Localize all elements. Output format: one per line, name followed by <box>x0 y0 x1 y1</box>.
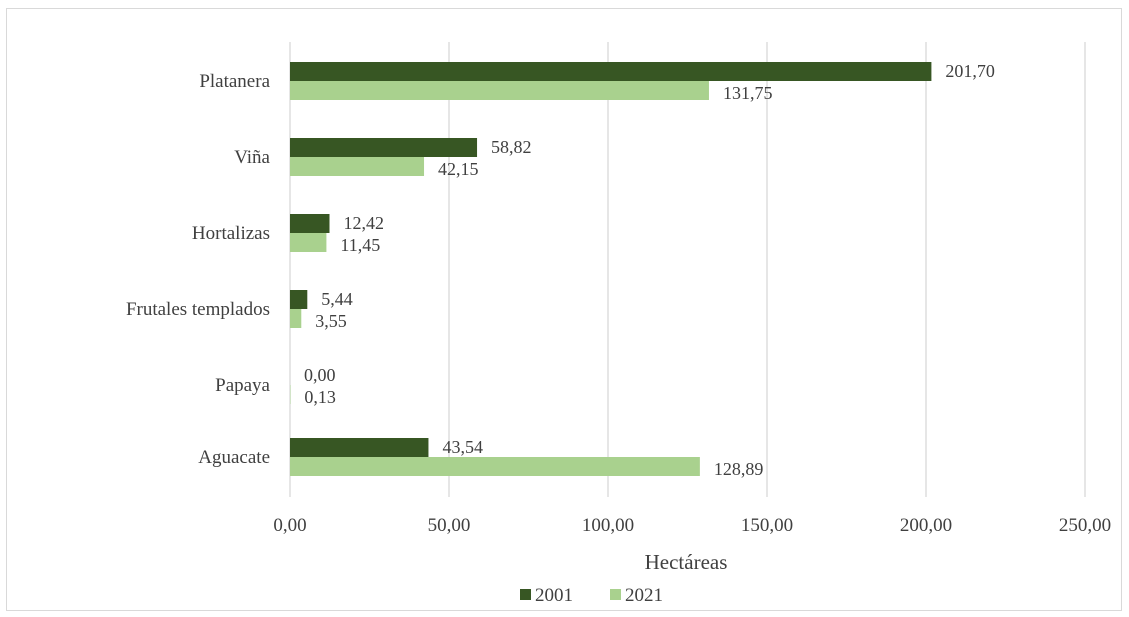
x-tick-labels: 0,00 50,00 100,00 150,00 200,00 250,00 <box>273 515 1111 536</box>
x-axis-title: Hectáreas <box>645 550 728 574</box>
bars <box>290 62 932 476</box>
bar-2001 <box>290 62 932 81</box>
category-labels: Platanera Viña Hortalizas Frutales templado… <box>126 71 271 468</box>
data-label-2021: 0,13 <box>304 387 336 407</box>
bar-2001 <box>290 214 330 233</box>
bar-2001 <box>290 138 478 157</box>
data-label-2001: 201,70 <box>945 61 995 81</box>
legend-label-2001: 2001 <box>535 585 573 606</box>
x-tick-label: 50,00 <box>428 515 471 536</box>
data-label-2001: 43,54 <box>442 437 483 457</box>
x-tick-label: 250,00 <box>1059 515 1111 536</box>
legend: 2001 2021 <box>520 585 663 606</box>
data-label-2021: 42,15 <box>438 159 479 179</box>
bar-2021 <box>290 157 425 176</box>
bar-2001 <box>290 290 308 309</box>
category-label: Papaya <box>215 375 270 396</box>
data-label-2001: 58,82 <box>491 137 532 157</box>
data-label-2001: 0,00 <box>304 365 336 385</box>
x-tick-label: 200,00 <box>900 515 952 536</box>
category-label: Hortalizas <box>192 223 270 244</box>
gridlines <box>289 42 1086 497</box>
legend-swatch-2021 <box>610 589 621 600</box>
bar-2021 <box>290 309 302 328</box>
category-label: Aguacate <box>198 447 270 468</box>
x-tick-label: 0,00 <box>273 515 306 536</box>
data-label-2001: 5,44 <box>321 289 353 309</box>
data-label-2001: 12,42 <box>343 213 384 233</box>
category-label: Frutales templados <box>126 299 270 320</box>
data-label-2021: 128,89 <box>714 459 764 479</box>
x-tick-label: 150,00 <box>741 515 793 536</box>
legend-swatch-2001 <box>520 589 531 600</box>
bar-2021 <box>290 457 700 476</box>
chart-frame <box>6 8 1122 611</box>
legend-label-2021: 2021 <box>625 585 663 606</box>
bar-2001 <box>290 438 429 457</box>
category-label: Platanera <box>199 71 270 92</box>
bar-2021 <box>290 81 709 100</box>
data-label-2021: 131,75 <box>723 83 773 103</box>
data-label-2021: 11,45 <box>340 235 380 255</box>
x-tick-label: 100,00 <box>582 515 634 536</box>
bar-2021 <box>290 233 327 252</box>
data-label-2021: 3,55 <box>315 311 347 331</box>
category-label: Viña <box>234 147 270 168</box>
